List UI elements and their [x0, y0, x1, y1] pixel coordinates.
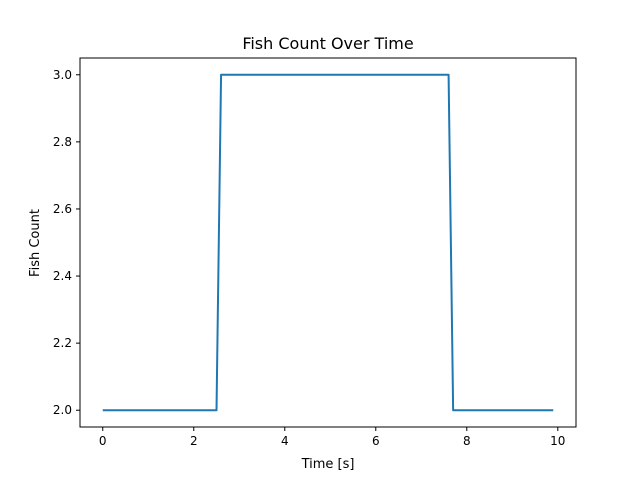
y-tick-label: 2.2 — [53, 336, 72, 350]
y-tick-label: 2.6 — [53, 202, 72, 216]
plot-lines — [102, 73, 554, 412]
x-tick-label: 4 — [281, 434, 289, 448]
x-tick-label: 0 — [99, 434, 107, 448]
x-tick-label: 6 — [372, 434, 380, 448]
y-tick-label: 3.0 — [53, 68, 72, 82]
y-tick-label: 2.0 — [53, 403, 72, 417]
plot-frame — [79, 57, 577, 428]
y-axis: 2.0 2.2 2.4 2.6 2.8 3.0 — [53, 68, 80, 417]
x-tick-label: 8 — [463, 434, 471, 448]
series-line-0 — [102, 73, 554, 412]
chart-title: Fish Count Over Time — [242, 34, 413, 53]
x-tick-label: 2 — [190, 434, 198, 448]
x-tick-label: 10 — [550, 434, 565, 448]
y-tick-label: 2.8 — [53, 135, 72, 149]
x-axis: 0 2 4 6 8 10 — [99, 427, 565, 448]
y-axis-label: Fish Count — [28, 209, 43, 277]
x-axis-label: Time [s] — [301, 457, 355, 472]
y-tick-label: 2.4 — [53, 269, 72, 283]
